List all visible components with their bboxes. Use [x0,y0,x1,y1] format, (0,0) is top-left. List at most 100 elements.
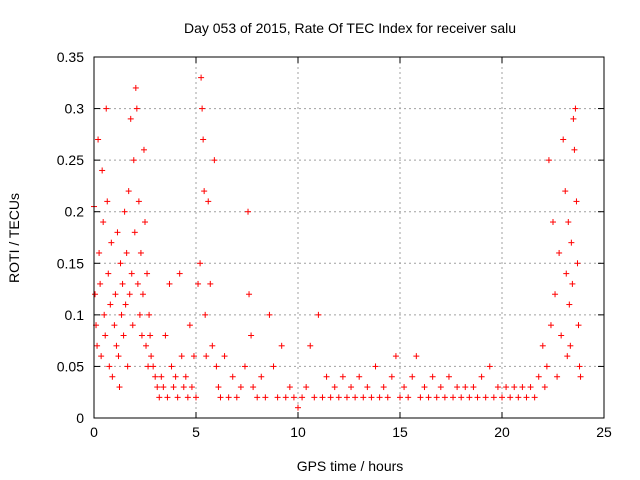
data-point [200,136,207,143]
data-point [563,270,570,277]
data-point [569,280,576,287]
data-point [572,105,579,112]
data-point [97,280,104,287]
data-point [199,105,206,112]
data-point [482,394,489,401]
data-point [515,394,522,401]
data-point [567,342,574,349]
data-point [184,394,191,401]
data-point [120,332,127,339]
data-point [133,105,140,112]
data-point [158,373,165,380]
data-point [162,332,169,339]
data-point [392,353,399,360]
data-point [376,394,383,401]
data-point [127,115,134,122]
data-point [193,394,199,401]
data-point [258,373,265,380]
data-point [286,384,293,391]
data-point [233,394,240,401]
data-point [182,373,189,380]
data-point [356,373,363,380]
data-point [335,394,342,401]
chart-title: Day 053 of 2015, Rate Of TEC Index for r… [184,20,516,36]
data-point [195,280,202,287]
data-point [462,384,469,391]
data-point [527,384,534,391]
data-point [209,342,216,349]
data-point [535,373,542,380]
data-point [562,188,569,195]
data-point [111,322,118,329]
y-tick-label: 0.05 [57,358,84,374]
data-point [565,219,572,226]
y-tick-label: 0.25 [57,152,84,168]
data-point [454,384,461,391]
data-point [364,384,371,391]
data-point [197,260,204,267]
data-point [384,394,391,401]
data-point [494,384,501,391]
data-point [203,353,210,360]
data-point [156,394,163,401]
data-point [109,373,116,380]
data-point [417,394,424,401]
data-point [178,353,185,360]
data-point [229,373,236,380]
data-point [128,270,135,277]
data-point [142,219,148,226]
data-point [372,363,379,370]
data-point [519,384,526,391]
data-point [105,270,112,277]
data-point [507,394,514,401]
data-point [576,363,583,370]
data-point [290,394,297,401]
data-point [311,394,318,401]
data-point [96,249,103,256]
data-point [139,291,146,298]
data-point [523,394,530,401]
data-point [577,373,584,380]
data-point [545,157,552,164]
y-tick-label: 0.2 [65,204,85,220]
data-point [215,384,222,391]
data-point [114,229,121,236]
data-point [327,394,334,401]
data-point [221,353,228,360]
data-point [113,342,120,349]
data-point [131,229,138,236]
data-point [129,322,136,329]
data-point [99,167,106,174]
data-point [397,394,403,401]
data-point [571,146,578,153]
data-point [511,384,518,391]
data-point [166,280,173,287]
data-point [147,332,154,339]
data-point [140,146,147,153]
data-point [388,373,395,380]
data-point [331,384,338,391]
data-point [339,373,346,380]
data-point [202,311,209,318]
data-point [543,363,550,370]
data-point [108,239,115,246]
y-tick-label: 0.3 [65,101,85,117]
data-point [573,198,580,205]
data-point [237,384,244,391]
data-point [146,311,153,318]
x-axis-label: GPS time / hours [297,458,404,474]
data-point [270,363,277,370]
data-point [547,322,554,329]
data-point [437,384,444,391]
data-point [143,342,150,349]
data-point [248,332,255,339]
data-point [100,219,107,226]
data-point [323,373,330,380]
data-point [135,198,142,205]
data-point [122,301,129,308]
data-point [207,280,214,287]
data-point [486,363,493,370]
data-point [245,208,252,215]
data-point [205,198,212,205]
data-point [458,394,465,401]
